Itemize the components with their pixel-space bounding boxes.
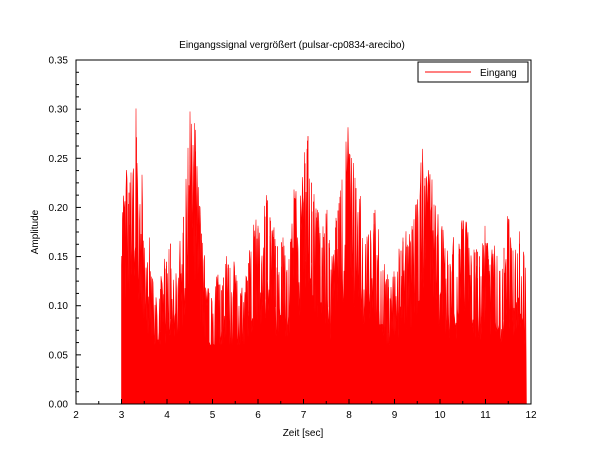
y-tick-label: 0.00: [49, 400, 69, 411]
y-tick-label: 0.20: [49, 203, 69, 214]
signal-spikes-eingang: [128, 136, 520, 346]
legend: Eingang: [417, 61, 529, 83]
x-tick-label: 6: [255, 410, 261, 421]
x-tick-label: 5: [210, 410, 216, 421]
x-tick-label: 11: [480, 410, 491, 421]
legend-box: [417, 61, 529, 83]
x-axis-title: Zeit [sec]: [283, 428, 324, 439]
y-tick-label: 0.05: [49, 350, 69, 361]
y-tick-label: 0.30: [49, 105, 69, 116]
y-tick-label: 0.15: [49, 252, 69, 263]
x-tick-label: 8: [346, 410, 352, 421]
y-tick-label: 0.10: [49, 301, 69, 312]
y-axis: 0.00 0.05 0.10 0.15 0.20 0.25 0.30 0.35: [49, 56, 81, 411]
legend-label-eingang: Eingang: [480, 68, 517, 79]
y-tick-label: 0.35: [49, 56, 69, 67]
plot-area: [121, 108, 527, 405]
x-tick-label: 2: [73, 410, 79, 421]
x-tick-label: 12: [525, 410, 537, 421]
x-tick-label: 9: [392, 410, 398, 421]
signal-area-eingang: [121, 108, 527, 405]
x-axis: 2 3 4 5 6 7 8 9 10 11 12: [73, 399, 537, 421]
x-tick-label: 10: [434, 410, 446, 421]
x-tick-label: 7: [301, 410, 307, 421]
y-tick-label: 0.25: [49, 154, 69, 165]
y-axis-title: Amplitude: [30, 209, 41, 254]
x-tick-label: 4: [164, 410, 170, 421]
chart-title: Eingangssignal vergrößert (pulsar-cp0834…: [179, 40, 405, 51]
x-tick-label: 3: [119, 410, 125, 421]
